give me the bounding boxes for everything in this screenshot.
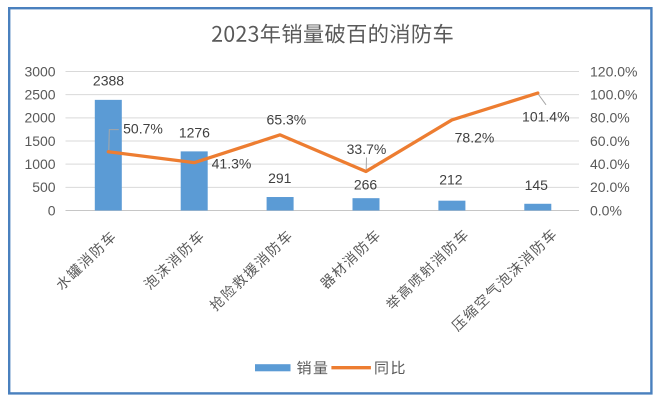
svg-text:1276: 1276: [179, 124, 210, 140]
svg-text:0: 0: [48, 202, 56, 218]
svg-text:33.7%: 33.7%: [347, 141, 387, 157]
svg-text:40.0%: 40.0%: [590, 156, 630, 172]
svg-text:291: 291: [268, 170, 292, 186]
svg-text:500: 500: [32, 179, 56, 195]
svg-text:2388: 2388: [93, 73, 124, 89]
svg-text:2000: 2000: [24, 110, 55, 126]
svg-text:101.4%: 101.4%: [522, 108, 569, 124]
svg-text:41.3%: 41.3%: [212, 156, 252, 172]
svg-text:100.0%: 100.0%: [590, 87, 637, 103]
svg-text:80.0%: 80.0%: [590, 110, 630, 126]
svg-text:0.0%: 0.0%: [590, 202, 622, 218]
svg-text:78.2%: 78.2%: [455, 129, 495, 145]
svg-text:20.0%: 20.0%: [590, 179, 630, 195]
svg-text:60.0%: 60.0%: [590, 133, 630, 149]
svg-text:50.7%: 50.7%: [123, 120, 163, 136]
svg-text:145: 145: [525, 177, 549, 193]
svg-text:3000: 3000: [24, 63, 55, 79]
svg-text:2500: 2500: [24, 87, 55, 103]
svg-text:1500: 1500: [24, 133, 55, 149]
svg-text:65.3%: 65.3%: [267, 112, 307, 128]
svg-text:120.0%: 120.0%: [590, 63, 637, 79]
svg-text:266: 266: [354, 176, 378, 192]
svg-text:212: 212: [439, 171, 463, 187]
svg-text:1000: 1000: [24, 156, 55, 172]
